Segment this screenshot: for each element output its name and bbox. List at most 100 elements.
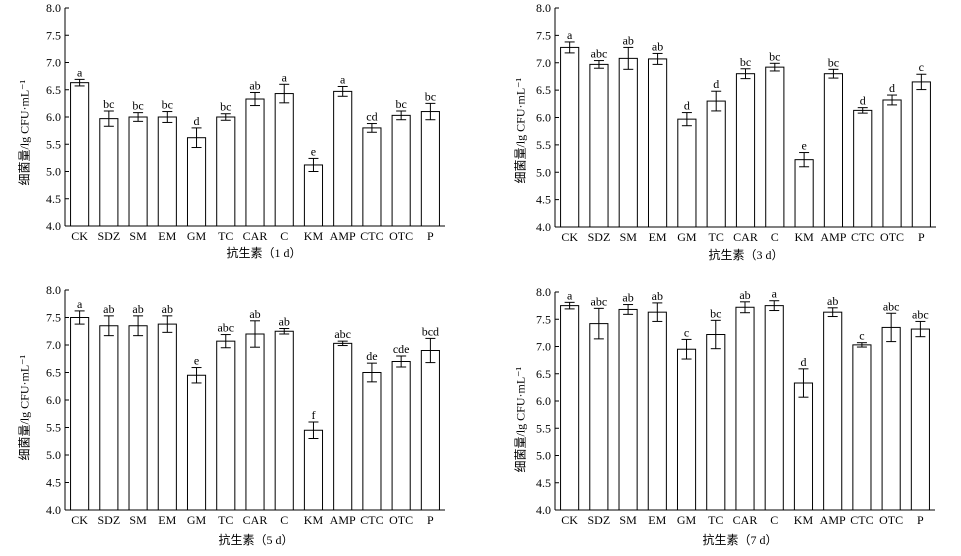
bar-sm [618,57,638,228]
bar-sdz [589,63,609,228]
x-tick-label: P [918,230,925,244]
bar-chart-1d: 4.0 4.5 5.0 5.5 6.0 6.5 7.0 7.5 8.0 a CK bc SDZ bc SM b… [46,1,445,243]
y-tick-label: 6.5 [536,367,551,381]
x-tick-label: SM [129,513,147,527]
y-tick-label: 8.0 [536,285,551,299]
bar-c [765,66,785,228]
y-axis-label: 细菌量/lg CFU·mL⁻¹ [513,366,528,473]
bar-ctc [852,344,872,511]
y-tick-label: 5.5 [46,421,61,435]
y-tick-label: 8.0 [46,283,61,297]
x-axis-label: 抗生素（7 d） [702,533,778,547]
y-tick-label: 6.0 [46,110,61,124]
x-tick-label: CTC [360,229,383,243]
x-tick-label: GM [677,513,697,527]
y-tick-label: 5.0 [536,449,551,463]
x-tick-label: EM [649,230,667,244]
x-tick-label: SDZ [98,513,121,527]
x-tick-label: SDZ [98,229,121,243]
bar-gm [186,137,207,227]
y-tick-label: 5.0 [46,448,61,462]
x-axis-label: 抗生素（1 d） [226,246,302,260]
significance-letter: bc [828,55,839,69]
y-tick-label: 7.5 [536,312,551,326]
bar-ck [70,317,90,511]
bar-sdz [99,325,119,511]
bar-sm [618,308,638,511]
bar-em [157,116,177,227]
significance-letter: bc [740,55,751,69]
bar-chart-5d: 4.0 4.5 5.0 5.5 6.0 6.5 7.0 7.5 8.0 a CK ab SDZ ab SM a… [46,283,445,527]
y-axis-label: 细菌量/lg CFU·mL⁻¹ [17,354,32,461]
y-tick-label: 5.0 [536,165,551,179]
y-tick-label: 8.0 [536,1,551,15]
significance-letter: f [311,408,315,422]
x-tick-label: GM [187,513,207,527]
significance-letter: abc [217,321,234,335]
x-tick-label: CK [561,230,578,244]
bar-c [764,305,784,511]
y-tick-label: 4.5 [536,193,551,207]
significance-letter: e [311,144,316,158]
x-tick-label: AMP [330,513,356,527]
y-tick-label: 7.5 [46,28,61,42]
bar-chart-7d: 4.04.55.05.56.06.57.07.58.0 aCKabcSDZabSM… [536,285,935,527]
y-tick-label: 7.5 [536,28,551,42]
bar-c [274,330,294,511]
x-tick-label: P [427,513,434,527]
x-tick-label: GM [677,230,697,244]
significance-letter: bc [769,49,780,63]
x-tick-label: SDZ [588,513,611,527]
significance-letter: bc [162,98,173,112]
y-tick-label: 6.5 [536,83,551,97]
significance-letter: abc [883,299,900,313]
significance-letter: abc [334,327,351,341]
y-tick-label: 5.5 [536,421,551,435]
bar-otc [391,114,411,227]
bar-em [157,323,177,511]
bar-car [735,73,756,228]
x-tick-label: AMP [820,230,846,244]
x-tick-label: AMP [330,229,356,243]
x-tick-label: P [917,513,924,527]
x-tick-label: CK [71,229,88,243]
chart-panel-5d: 细菌量/lg CFU·mL⁻¹ 抗生素（5 d） 4.0 4.5 5.0 5.5 6.0… [0,282,470,556]
significance-letter: a [77,65,83,79]
bar-chart-3d: 4.04.55.05.56.06.57.07.58.0aCKabcSDZabSM… [536,1,936,244]
significance-letter: ab [623,33,634,47]
x-tick-label: CAR [243,229,268,243]
y-tick-label: 7.0 [46,56,61,70]
significance-letter: c [684,325,689,339]
significance-letter: ab [652,289,663,303]
x-tick-label: SDZ [588,230,611,244]
x-axis-label: 抗生素（3 d） [708,248,784,262]
significance-letter: a [567,288,573,302]
significance-letter: abc [912,307,929,321]
bar-gm [186,374,207,511]
significance-letter: cd [366,110,377,124]
significance-letter: d [684,99,690,113]
x-tick-label: CAR [733,230,758,244]
bar-ctc [362,372,382,511]
significance-letter: ab [279,315,290,329]
significance-letter: d [194,114,200,128]
x-tick-label: TC [708,513,723,527]
bar-amp [823,311,843,511]
bar-sm [128,116,148,227]
significance-letter: e [194,354,199,368]
bar-ck [560,46,580,228]
significance-letter: abc [591,47,608,61]
x-tick-label: CAR [243,513,268,527]
significance-letter: abc [591,294,608,308]
bar-amp [333,90,353,227]
bar-c [274,93,294,227]
bar-em [647,58,668,228]
y-tick-label: 7.0 [536,340,551,354]
x-tick-label: CK [71,513,88,527]
significance-letter: cde [393,342,410,356]
bar-amp [823,73,844,228]
bar-km [794,159,814,228]
bar-amp [333,342,353,511]
bar-ck [560,305,580,511]
x-tick-label: CK [561,513,578,527]
